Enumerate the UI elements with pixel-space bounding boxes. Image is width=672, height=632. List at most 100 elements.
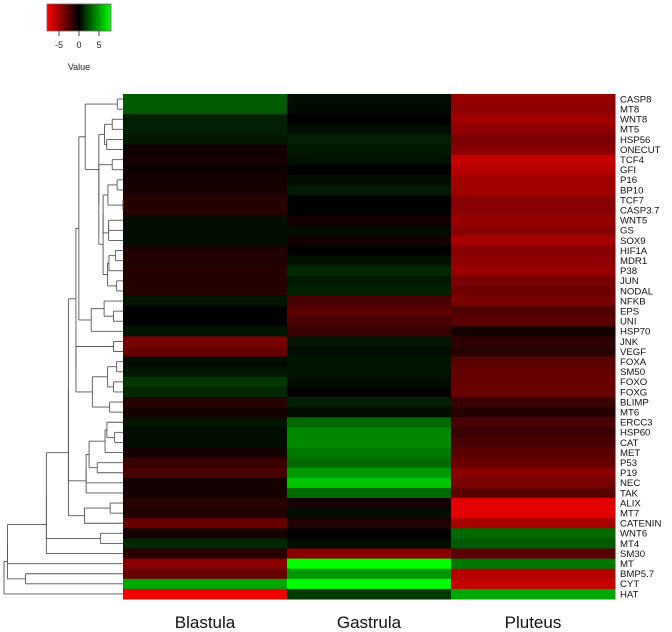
row-label: HAT	[620, 589, 639, 600]
heatmap-cell	[287, 255, 452, 267]
heatmap-cell	[451, 215, 616, 226]
heatmap-cell	[287, 285, 452, 297]
color-key-tick-label: -5	[55, 40, 63, 50]
heatmap-cell	[287, 124, 452, 135]
row-label: BLIMP	[620, 397, 649, 408]
heatmap-cell	[123, 427, 288, 438]
heatmap-cell	[287, 376, 452, 388]
row-label: SM30	[620, 549, 645, 560]
heatmap-cell	[123, 104, 288, 115]
heatmap-cell	[451, 124, 616, 135]
row-dendrogram	[3, 98, 124, 595]
heatmap-cell	[123, 498, 288, 509]
heatmap-cell	[451, 508, 616, 519]
heatmap-cell	[287, 336, 452, 347]
row-label: JNK	[620, 337, 639, 348]
row-label: WNT5	[620, 216, 647, 227]
row-label: WNT6	[620, 529, 647, 540]
heatmap-cell	[287, 498, 452, 509]
row-label: MT	[620, 559, 634, 570]
heatmap-cell	[451, 417, 616, 428]
heatmap-cell	[123, 316, 288, 327]
color-key-bar	[46, 3, 112, 32]
heatmap-cell	[287, 225, 452, 236]
column-label: Gastrula	[337, 613, 402, 632]
heatmap-cell	[123, 366, 288, 378]
heatmap-cell	[451, 346, 616, 358]
heatmap-cell	[123, 326, 288, 337]
heatmap-cell	[287, 467, 452, 479]
heatmap-cell	[123, 538, 288, 549]
row-label: CAT	[620, 438, 639, 449]
row-label: NODAL	[620, 286, 654, 297]
heatmap-cell	[123, 477, 288, 489]
heatmap-cell	[451, 245, 616, 257]
heatmap-cell	[123, 417, 288, 428]
heatmap-cell	[287, 316, 452, 327]
heatmap-cell	[123, 447, 288, 459]
heatmap-cell	[287, 558, 452, 570]
row-label: ONECUT	[620, 145, 661, 156]
heatmap-cell	[287, 326, 452, 337]
heatmap-cell	[451, 114, 616, 125]
heatmap-cell	[287, 508, 452, 519]
column-label: Blastula	[175, 613, 236, 632]
heatmap-cell	[123, 588, 288, 600]
row-label: HSP70	[620, 327, 650, 338]
heatmap-cell	[123, 94, 288, 105]
row-label: MT6	[620, 407, 639, 418]
row-label: CASP8	[620, 94, 651, 105]
row-label: CYT	[620, 579, 639, 590]
heatmap-cell	[123, 437, 288, 448]
heatmap-cell	[123, 356, 288, 368]
heatmap-cell	[123, 184, 288, 196]
heatmap-cell	[451, 538, 616, 549]
heatmap-cell	[123, 518, 288, 529]
heatmap-cell	[451, 487, 616, 499]
heatmap-cell	[123, 467, 288, 479]
heatmap-cell	[287, 215, 452, 226]
heatmap-cell	[451, 174, 616, 186]
heatmap-cell	[451, 154, 616, 166]
color-key-title: Value	[68, 62, 90, 72]
row-labels: CASP8MT8WNT8MT5HSP56ONECUTTCF4GFIP16BP10…	[620, 94, 661, 600]
heatmap-cell	[123, 114, 288, 125]
heatmap-cell	[123, 578, 288, 590]
heatmap-cell	[451, 144, 616, 156]
row-label: ERCC3	[620, 418, 653, 429]
row-label: FOXG	[620, 387, 647, 398]
heatmap-cell	[287, 235, 452, 246]
heatmap-cell	[451, 588, 616, 600]
heatmap-cell	[451, 437, 616, 448]
heatmap-cell	[287, 447, 452, 459]
heatmap-cell	[451, 568, 616, 580]
heatmap-cell	[123, 265, 288, 277]
heatmap-cell	[451, 498, 616, 509]
heatmap-cell	[123, 457, 288, 469]
heatmap-cell	[123, 174, 288, 186]
heatmap-cell	[123, 306, 288, 317]
row-label: MT7	[620, 508, 639, 519]
heatmap-cell	[287, 457, 452, 469]
heatmap-cell	[451, 376, 616, 388]
heatmap-cell	[451, 578, 616, 590]
heatmap-cell	[451, 447, 616, 459]
heatmap-cell	[123, 386, 288, 398]
heatmap-cell	[123, 215, 288, 226]
heatmap-cell	[451, 316, 616, 327]
heatmap-cell	[123, 407, 288, 418]
heatmap-cell	[287, 346, 452, 358]
row-label: JUN	[620, 276, 639, 287]
heatmap-cell	[287, 568, 452, 580]
heatmap-cell	[287, 265, 452, 277]
heatmap-cell	[287, 174, 452, 186]
heatmap-cell	[287, 134, 452, 145]
heatmap-cell	[123, 235, 288, 246]
color-key: -5 0 5 Value	[46, 3, 112, 72]
heatmap-cell	[451, 164, 616, 176]
heatmap-cell	[287, 275, 452, 287]
heatmap-cell	[123, 205, 288, 216]
heatmap-cell	[451, 94, 616, 105]
heatmap-cell	[451, 467, 616, 479]
heatmap-cell	[451, 356, 616, 368]
